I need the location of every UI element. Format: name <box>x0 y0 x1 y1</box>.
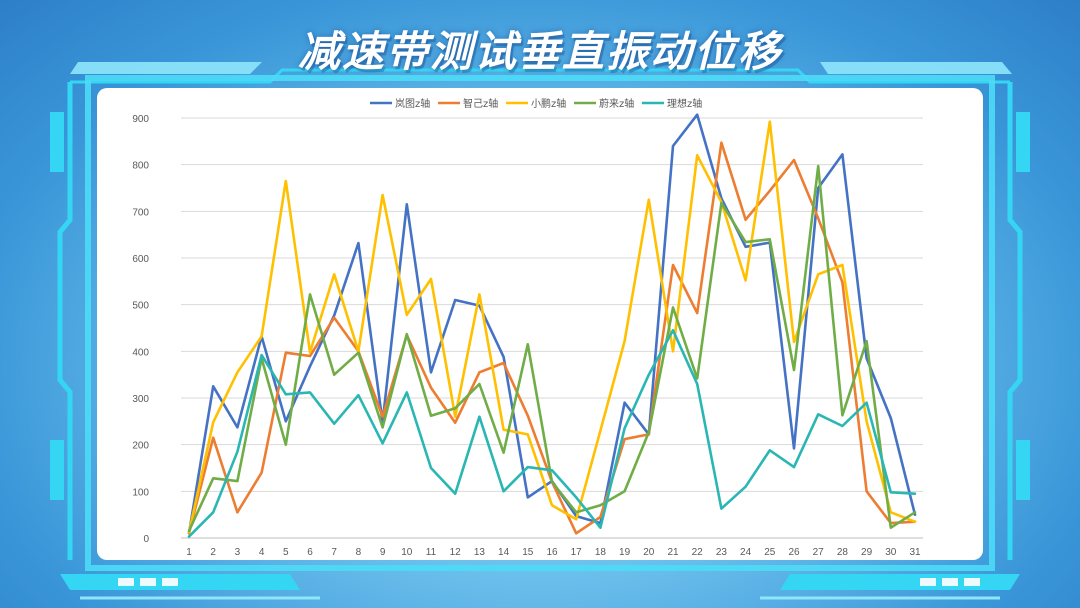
legend-label: 智己z轴 <box>463 97 498 110</box>
x-tick-label: 7 <box>331 547 337 558</box>
x-tick-label: 8 <box>356 547 362 558</box>
x-tick-label: 25 <box>764 547 776 558</box>
legend-item: 蔚来z轴 <box>574 97 634 110</box>
y-tick-label: 500 <box>132 301 149 312</box>
page-title: 减速带测试垂直振动位移 <box>297 27 782 76</box>
x-tick-label: 30 <box>885 547 897 558</box>
x-tick-labels: 1 2 3 4 5 6 7 8 9 10 11 12 13 14 15 16 17 18 19 20 21 22 23 24 2… <box>186 547 921 558</box>
x-tick-label: 15 <box>522 547 534 558</box>
legend-label: 蔚来z轴 <box>599 97 634 110</box>
y-tick-labels: 0 100 200 300 400 500 600 700 800 900 <box>132 114 149 545</box>
x-tick-label: 6 <box>307 547 313 558</box>
x-tick-label: 11 <box>426 547 437 558</box>
y-tick-label: 300 <box>132 394 149 405</box>
x-tick-label: 1 <box>186 547 192 558</box>
grid-lines <box>181 117 923 539</box>
y-tick-label: 100 <box>132 487 149 498</box>
x-tick-label: 19 <box>619 547 631 558</box>
x-tick-label: 28 <box>837 547 849 558</box>
legend-item: 智己z轴 <box>438 97 498 110</box>
x-tick-label: 10 <box>401 547 413 558</box>
y-tick-label: 700 <box>132 207 149 218</box>
legend-label: 岚图z轴 <box>395 97 430 110</box>
x-tick-label: 16 <box>546 547 558 558</box>
y-tick-label: 600 <box>132 254 149 265</box>
x-tick-label: 5 <box>283 547 289 558</box>
x-tick-label: 17 <box>571 547 583 558</box>
y-tick-label: 800 <box>132 161 149 172</box>
x-tick-label: 26 <box>788 547 800 558</box>
x-tick-label: 4 <box>259 547 265 558</box>
x-tick-label: 31 <box>909 547 921 558</box>
x-tick-label: 22 <box>692 547 704 558</box>
series-line-5 <box>187 329 917 538</box>
chart-panel <box>97 88 983 560</box>
x-tick-label: 20 <box>643 547 655 558</box>
series-line-3 <box>187 120 917 534</box>
x-tick-label: 14 <box>498 547 510 558</box>
legend: 岚图z轴 智己z轴 小鹏z轴 蔚来z轴 理想z轴 <box>370 97 702 110</box>
legend-item: 理想z轴 <box>642 97 702 110</box>
x-tick-label: 29 <box>861 547 873 558</box>
y-tick-label: 0 <box>143 534 149 545</box>
x-tick-label: 2 <box>210 547 216 558</box>
x-tick-label: 3 <box>235 547 241 558</box>
y-tick-label: 900 <box>132 114 149 125</box>
x-tick-label: 9 <box>380 547 386 558</box>
legend-item: 小鹏z轴 <box>506 97 566 110</box>
x-tick-label: 18 <box>595 547 607 558</box>
series-lines <box>187 113 917 538</box>
x-tick-label: 23 <box>716 547 728 558</box>
legend-label: 小鹏z轴 <box>531 97 566 110</box>
x-tick-label: 24 <box>740 547 752 558</box>
legend-item: 岚图z轴 <box>370 97 430 110</box>
x-tick-label: 27 <box>813 547 825 558</box>
series-line-4 <box>187 164 917 533</box>
legend-label: 理想z轴 <box>667 97 702 110</box>
x-tick-label: 21 <box>667 547 679 558</box>
x-tick-label: 13 <box>474 547 486 558</box>
y-tick-label: 400 <box>132 347 149 358</box>
x-tick-label: 12 <box>450 547 462 558</box>
y-tick-label: 200 <box>132 441 149 452</box>
